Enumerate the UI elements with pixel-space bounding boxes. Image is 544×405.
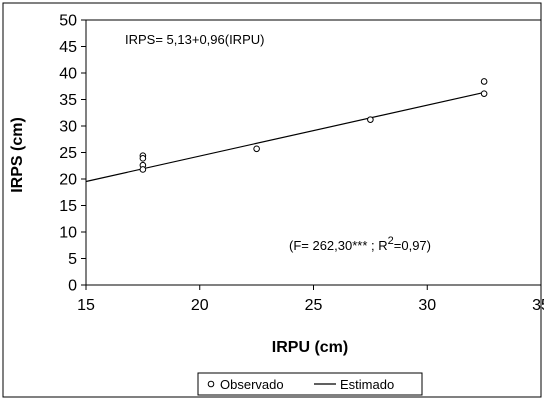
- regression-stats: (F= 262,30*** ; R2=0,97): [289, 235, 431, 253]
- observed-point: [367, 116, 374, 123]
- observed-point: [139, 155, 147, 162]
- observed-point: [480, 78, 488, 85]
- x-axis-ticks: 15 20 25 30 35: [77, 285, 544, 314]
- x-tick-label: 25: [305, 297, 323, 314]
- y-tick-label: 0: [68, 278, 77, 295]
- y-tick-label: 15: [59, 198, 77, 215]
- y-tick-label: 10: [59, 225, 77, 242]
- stats-superscript: 2: [388, 235, 394, 247]
- y-axis-title: IRPS (cm): [9, 117, 26, 193]
- legend-label-estimado: Estimado: [340, 377, 394, 392]
- y-axis-ticks: 0 5 10 15 20 25 30 35 40 45 50: [59, 13, 86, 295]
- x-axis-title: IRPU (cm): [272, 339, 348, 356]
- legend-marker-observado: [207, 380, 215, 388]
- y-tick-label: 20: [59, 172, 77, 189]
- stats-suffix: =0,97): [394, 238, 431, 253]
- stats-prefix: (F= 262,30*** ; R: [289, 238, 388, 253]
- observed-point: [139, 166, 147, 173]
- y-tick-label: 40: [59, 66, 77, 83]
- x-tick-label: 35: [532, 297, 544, 314]
- x-tick-label: 30: [418, 297, 436, 314]
- y-tick-label: 5: [68, 251, 77, 268]
- x-tick-label: 15: [77, 297, 95, 314]
- y-tick-label: 45: [59, 39, 77, 56]
- y-tick-label: 50: [59, 13, 77, 30]
- plot-area: [85, 19, 542, 286]
- legend: Observado Estimado: [197, 372, 423, 396]
- regression-equation: IRPS= 5,13+0,96(IRPU): [125, 32, 264, 47]
- observed-point: [253, 145, 260, 153]
- y-tick-label: 30: [59, 119, 77, 136]
- y-tick-label: 35: [59, 92, 77, 109]
- legend-label-observado: Observado: [220, 377, 284, 392]
- legend-box: [197, 372, 423, 396]
- observed-points: [139, 78, 488, 173]
- estimated-regression-line: [85, 91, 485, 183]
- y-tick-label: 25: [59, 145, 77, 162]
- observed-point: [480, 90, 488, 97]
- x-tick-label: 20: [191, 297, 209, 314]
